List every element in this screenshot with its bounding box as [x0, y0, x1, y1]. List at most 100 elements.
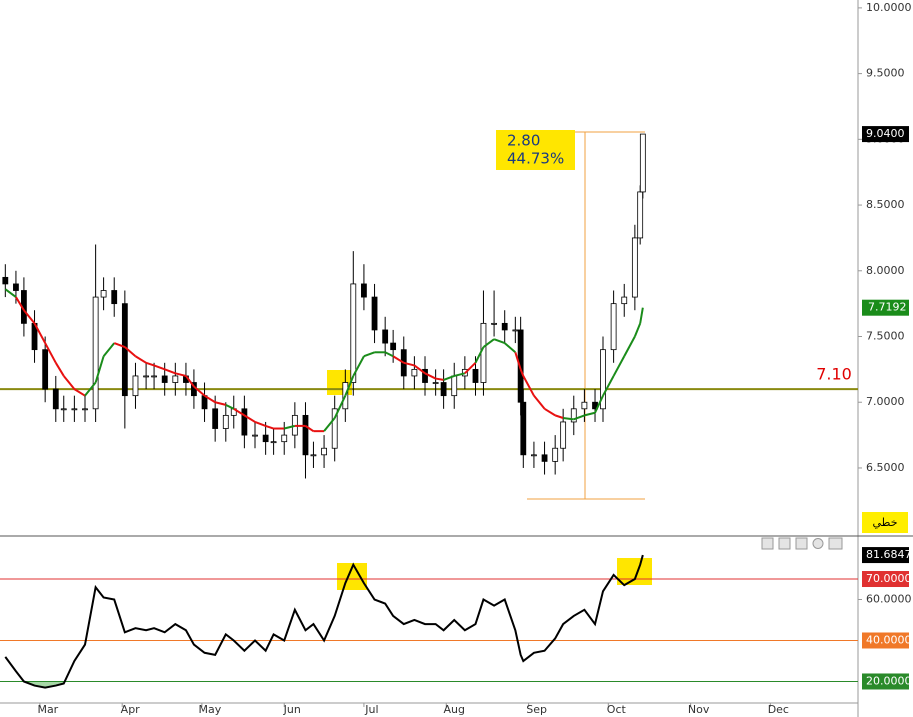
moving-average: [424, 372, 437, 380]
moving-average: [44, 342, 57, 364]
moving-average: [102, 342, 116, 357]
candle-body: [639, 133, 646, 193]
candle-body: [13, 283, 19, 291]
x-tick-label: Apr: [121, 703, 141, 716]
moving-average: [113, 342, 126, 348]
y-tick-label: 20.0000: [866, 674, 912, 687]
candle-body: [382, 329, 389, 344]
moving-average: [584, 411, 596, 417]
moving-average: [612, 355, 626, 377]
moving-average: [164, 368, 176, 375]
moving-average: [62, 375, 76, 390]
moving-average: [124, 346, 137, 357]
candle-body: [531, 454, 537, 457]
candle-body: [411, 368, 418, 377]
candle-body: [512, 329, 519, 332]
rsi-label: 81.6847: [866, 548, 912, 561]
candle-body: [552, 447, 559, 462]
moving-average: [254, 421, 266, 427]
candle-body: [631, 237, 638, 298]
moving-average: [554, 414, 564, 419]
candle-body: [270, 441, 277, 444]
moving-average: [384, 351, 394, 358]
moving-average: [23, 309, 36, 324]
candle-body: [52, 388, 59, 410]
candle-body: [520, 401, 527, 456]
candle-body: [161, 375, 168, 383]
candle-body: [621, 296, 628, 305]
maximize-icon[interactable]: [778, 537, 791, 550]
level-tag: [862, 632, 909, 649]
moving-average: [225, 403, 235, 410]
moving-average: [233, 407, 245, 417]
x-tick-label: Jun: [283, 703, 301, 716]
close-icon[interactable]: [761, 537, 774, 550]
x-tick-label: Mar: [37, 703, 58, 716]
moving-average: [403, 361, 415, 367]
moving-average: [243, 414, 256, 423]
highlight: [327, 370, 352, 395]
toolbar: [761, 537, 843, 550]
moving-average: [153, 364, 166, 371]
candle-body: [480, 322, 487, 383]
moving-average: [633, 322, 642, 337]
moving-average: [265, 424, 274, 430]
candle-body: [350, 283, 357, 383]
up-icon[interactable]: [795, 537, 808, 550]
level-label: 7.10: [816, 365, 852, 384]
candle-body: [143, 375, 149, 378]
x-tick-label: Dec: [768, 703, 789, 716]
moving-average: [15, 296, 25, 311]
moving-average: [214, 401, 227, 406]
rsi-line: [4, 554, 644, 689]
chart-type-button[interactable]: [862, 512, 908, 533]
more-icon[interactable]: [828, 537, 843, 550]
moving-average: [392, 355, 405, 364]
candle-body: [371, 296, 378, 331]
y-tick-label: 9.5000: [866, 67, 905, 80]
moving-average: [519, 368, 525, 377]
candle-body: [92, 296, 99, 410]
moving-average: [464, 362, 477, 375]
moving-average: [522, 375, 535, 397]
moving-average: [94, 355, 105, 383]
moving-average: [352, 355, 365, 377]
candle-body: [262, 434, 269, 443]
candle-body: [172, 375, 179, 383]
candle-body: [541, 454, 548, 462]
moving-average: [413, 364, 426, 375]
moving-average: [623, 336, 636, 357]
moving-average: [134, 355, 147, 364]
candle-body: [252, 434, 258, 437]
candle-body: [302, 414, 309, 456]
moving-average: [84, 381, 97, 397]
settings-icon[interactable]: [812, 538, 824, 549]
moving-average: [504, 342, 516, 354]
moving-average: [573, 414, 585, 421]
measure-percent: 44.73%: [507, 150, 564, 168]
moving-average: [204, 394, 216, 404]
candle-body: [132, 375, 139, 397]
candle-body: [472, 368, 479, 383]
candle-body: [581, 401, 588, 410]
moving-average: [639, 307, 644, 324]
moving-average: [304, 425, 314, 432]
moving-average: [435, 377, 444, 381]
candle-body: [331, 408, 338, 449]
moving-average: [54, 362, 65, 377]
moving-average: [73, 388, 86, 397]
y-tick-label: 60.0000: [866, 593, 912, 606]
moving-average: [185, 375, 195, 388]
button-label[interactable]: خطي: [873, 516, 898, 529]
moving-average: [514, 351, 522, 370]
last-price-tag: [862, 126, 909, 143]
level-tag: [862, 673, 909, 690]
x-tick-label: Aug: [444, 703, 465, 716]
moving-average: [493, 338, 506, 345]
y-tick-label: 8.0000: [866, 264, 905, 277]
candle-body: [241, 408, 248, 436]
rsi-tag: [862, 547, 909, 564]
level-tag: [862, 571, 909, 588]
y-tick-label: 10.0000: [866, 1, 912, 14]
